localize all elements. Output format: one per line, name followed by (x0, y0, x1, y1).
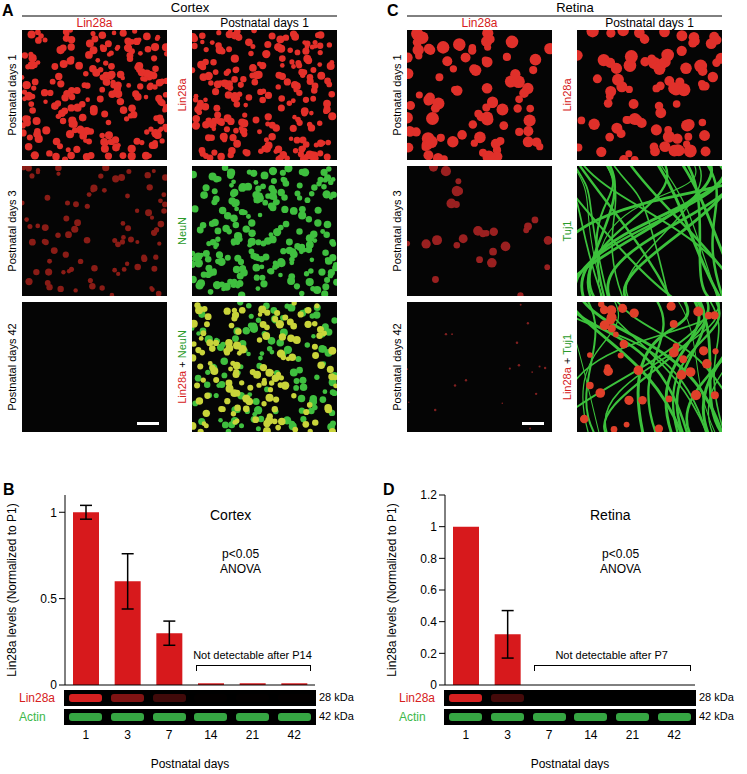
svg-text:1: 1 (82, 728, 89, 742)
svg-text:21: 21 (246, 728, 260, 742)
html-text:Cortex: Cortex (210, 507, 252, 523)
svg-text:Postnatal days: Postnatal days (531, 757, 610, 770)
svg-text:Postnatal days: Postnatal days (151, 757, 230, 770)
svg-text:Lin28a: Lin28a (176, 78, 188, 112)
svg-text:Postnatal days 1: Postnatal days 1 (605, 16, 694, 30)
svg-text:Postnatal days 1: Postnatal days 1 (6, 54, 18, 135)
html-text:B: B (3, 481, 15, 498)
svg-text:14: 14 (204, 728, 218, 742)
svg-text:0.5: 0.5 (40, 592, 57, 606)
html-text:Retina: Retina (590, 507, 631, 523)
svg-text:Postnatal days 3: Postnatal days 3 (6, 190, 18, 271)
svg-text:Lin28a + NeuN: Lin28a + NeuN (176, 330, 188, 404)
html-text:Actin: Actin (399, 710, 426, 724)
html-text:28 kDa: 28 kDa (699, 691, 734, 703)
svg-text:0.8: 0.8 (420, 552, 437, 566)
html-text:42 kDa: 42 kDa (319, 710, 354, 722)
svg-text:Tuj1: Tuj1 (561, 221, 573, 242)
svg-text:Postnatal days 1: Postnatal days 1 (220, 16, 309, 30)
svg-text:NeuN: NeuN (176, 217, 188, 245)
svg-text:Lin28a levels (Normalized to P: Lin28a levels (Normalized to P1) (385, 503, 399, 676)
html-text:D: D (383, 481, 395, 498)
svg-text:Cortex: Cortex (171, 0, 210, 15)
svg-text:42: 42 (667, 728, 681, 742)
html-text:p<0.05: p<0.05 (222, 547, 260, 561)
svg-text:C: C (387, 2, 399, 19)
svg-text:Retina: Retina (556, 0, 594, 15)
svg-text:Lin28a: Lin28a (461, 16, 497, 30)
html-text:28 kDa: 28 kDa (319, 691, 354, 703)
svg-text:Lin28a: Lin28a (561, 78, 573, 112)
svg-text:Lin28a: Lin28a (76, 16, 112, 30)
svg-text:Postnatal days 3: Postnatal days 3 (391, 190, 403, 271)
html-text:Actin: Actin (19, 710, 46, 724)
html-text:Lin28a: Lin28a (399, 691, 435, 705)
svg-text:1: 1 (462, 728, 469, 742)
svg-text:21: 21 (626, 728, 640, 742)
svg-text:Lin28a + Tuj1: Lin28a + Tuj1 (561, 334, 573, 400)
svg-text:0: 0 (430, 678, 437, 692)
svg-text:Postnatal days 1: Postnatal days 1 (391, 54, 403, 135)
svg-text:0.2: 0.2 (420, 647, 437, 661)
html-text:42 kDa: 42 kDa (699, 710, 734, 722)
svg-text:42: 42 (287, 728, 301, 742)
svg-text:7: 7 (166, 728, 173, 742)
svg-text:Postnatal days 42: Postnatal days 42 (6, 323, 18, 410)
svg-text:3: 3 (124, 728, 131, 742)
html-text:Not detectable after P7: Not detectable after P7 (555, 649, 668, 661)
svg-text:1: 1 (50, 506, 57, 520)
html-text:p<0.05: p<0.05 (602, 547, 640, 561)
svg-text:Postnatal days 42: Postnatal days 42 (391, 323, 403, 410)
html-text:ANOVA: ANOVA (220, 562, 262, 576)
svg-text:0.4: 0.4 (420, 615, 437, 629)
svg-text:1: 1 (430, 520, 437, 534)
svg-text:1.2: 1.2 (420, 488, 437, 502)
html-text:Lin28a: Lin28a (19, 691, 55, 705)
html-text:ANOVA: ANOVA (600, 562, 642, 576)
svg-text:0: 0 (50, 678, 57, 692)
svg-text:Lin28a levels (Normalized to P: Lin28a levels (Normalized to P1) (5, 503, 19, 676)
svg-text:3: 3 (504, 728, 511, 742)
svg-text:14: 14 (584, 728, 598, 742)
svg-text:7: 7 (546, 728, 553, 742)
svg-text:0.6: 0.6 (420, 583, 437, 597)
html-text:Not detectable after P14: Not detectable after P14 (193, 649, 312, 661)
svg-text:A: A (2, 2, 14, 19)
